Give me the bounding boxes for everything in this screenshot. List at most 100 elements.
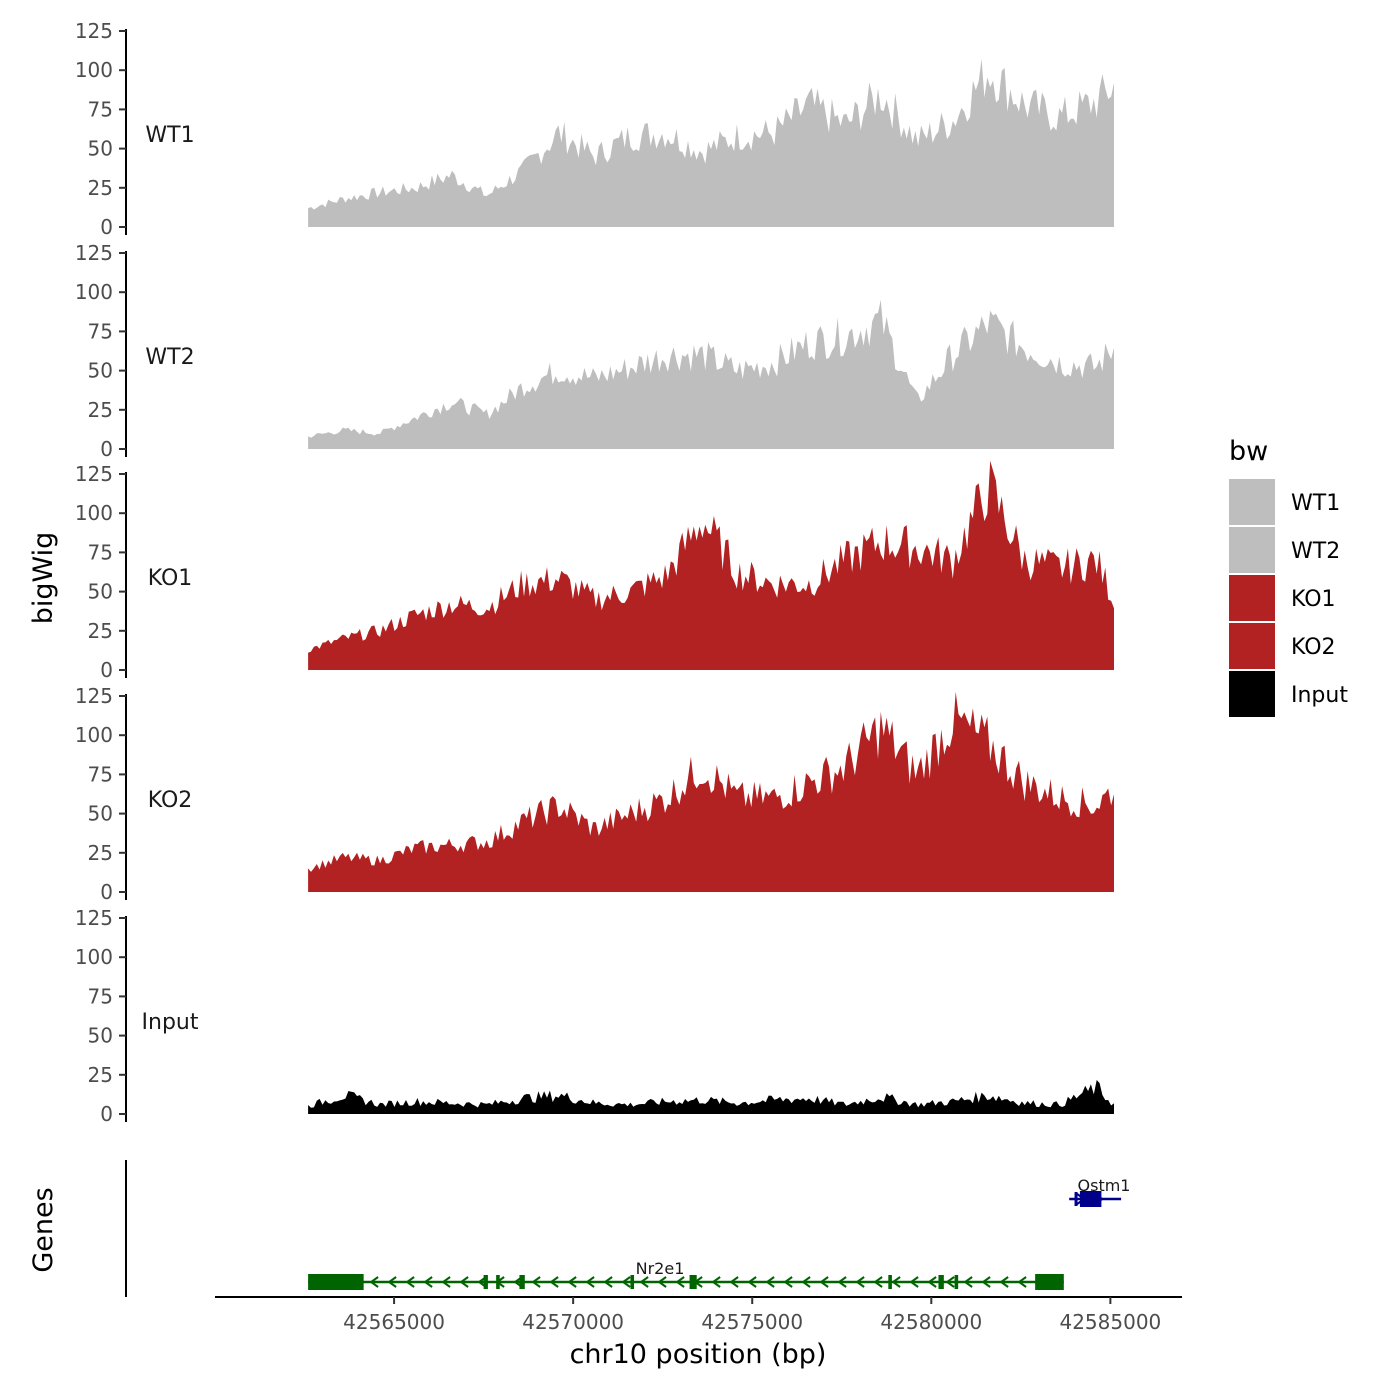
track-label-ko2: KO2 [148, 788, 193, 813]
y-tick-label: 125 [75, 684, 113, 708]
gene-exon [938, 1275, 944, 1289]
gene-exon [496, 1275, 500, 1289]
strand-arrow [927, 1276, 937, 1288]
legend-label: KO2 [1291, 635, 1336, 660]
gene-ostm1: Ostm1 [1069, 1176, 1130, 1207]
x-tick-label: 42575000 [701, 1310, 803, 1334]
strand-arrow [729, 1276, 739, 1288]
strand-arrow [1017, 1276, 1027, 1288]
track-label-wt2: WT2 [145, 345, 194, 370]
y-tick-label: 25 [88, 841, 113, 865]
gene-exon [954, 1275, 959, 1289]
strand-arrow [549, 1276, 559, 1288]
y-tick-label: 25 [88, 398, 113, 422]
strand-arrow [837, 1276, 847, 1288]
genes-panel-title: Genes [28, 1187, 59, 1272]
strand-arrow [531, 1276, 541, 1288]
y-tick-label: 0 [100, 437, 113, 461]
legend-title: bw [1229, 436, 1268, 467]
legend-item-wt2: WT2 [1229, 527, 1340, 573]
y-tick-label: 100 [75, 945, 113, 969]
y-tick-label: 75 [88, 540, 113, 564]
strand-arrow [981, 1276, 991, 1288]
strand-arrow [387, 1276, 397, 1288]
y-tick-label: 75 [88, 97, 113, 121]
y-tick-label: 0 [100, 880, 113, 904]
strand-arrow [423, 1276, 433, 1288]
y-tick-label: 100 [75, 501, 113, 525]
gene-exon [630, 1275, 635, 1289]
y-tick-label: 50 [88, 1024, 113, 1048]
legend-item-ko1: KO1 [1229, 575, 1336, 621]
track-label-input: Input [142, 1010, 199, 1035]
legend-label: Input [1291, 683, 1348, 708]
x-tick-label: 42565000 [343, 1310, 445, 1334]
strand-arrow [801, 1276, 811, 1288]
strand-arrow [459, 1276, 469, 1288]
legend-swatch [1229, 527, 1275, 573]
y-tick-label: 50 [88, 580, 113, 604]
y-tick-label: 125 [75, 241, 113, 265]
y-tick-label: 0 [100, 658, 113, 682]
strand-arrow [909, 1276, 919, 1288]
x-axis-title: chr10 position (bp) [570, 1339, 827, 1370]
y-tick-label: 75 [88, 984, 113, 1008]
y-tick-label: 125 [75, 19, 113, 43]
genes-panel: Nr2e1 Ostm1 [125, 1160, 1130, 1297]
legend-item-wt1: WT1 [1229, 479, 1340, 525]
legend-swatch [1229, 575, 1275, 621]
y-tick-label: 50 [88, 137, 113, 161]
gene-exon [1079, 1191, 1102, 1207]
track-wt1: 0 25 50 75 100 125 WT1 [75, 19, 1115, 239]
y-tick-label: 25 [88, 1063, 113, 1087]
gene-exon [1035, 1274, 1064, 1290]
track-label-ko1: KO1 [148, 566, 193, 591]
strand-arrow [747, 1276, 757, 1288]
legend-label: KO1 [1291, 587, 1336, 612]
strand-arrow [945, 1276, 955, 1288]
strand-arrow [585, 1276, 595, 1288]
gene-exon [519, 1275, 525, 1289]
x-axis: 42565000 42570000 42575000 42580000 42585000 [215, 1296, 1182, 1334]
strand-arrow [405, 1276, 415, 1288]
legend: bw WT1 WT2 KO1 KO2 Input [1229, 436, 1348, 717]
track-wt2: 0 25 50 75 100 125 WT2 [75, 241, 1115, 461]
strand-arrow [639, 1276, 649, 1288]
y-tick-label: 25 [88, 176, 113, 200]
strand-arrow [873, 1276, 883, 1288]
legend-swatch [1229, 671, 1275, 717]
strand-arrow [711, 1276, 721, 1288]
signal-area-ko1 [308, 460, 1115, 670]
y-tick-label: 25 [88, 619, 113, 643]
y-tick-label: 100 [75, 723, 113, 747]
x-tick-label: 42580000 [880, 1310, 982, 1334]
strand-arrow [441, 1276, 451, 1288]
gene-label-nr2e1: Nr2e1 [636, 1259, 685, 1278]
signal-area-wt2 [308, 299, 1115, 449]
gene-label-ostm1: Ostm1 [1078, 1176, 1131, 1195]
strand-arrow [657, 1276, 667, 1288]
signal-area-ko2 [308, 691, 1115, 892]
y-tick-label: 0 [100, 215, 113, 239]
gene-exon [1074, 1192, 1078, 1206]
y-tick-label: 50 [88, 802, 113, 826]
track-ko2: 0 25 50 75 100 125 KO2 [75, 684, 1115, 904]
y-tick-label: 75 [88, 762, 113, 786]
legend-swatch [1229, 479, 1275, 525]
y-tick-label: 100 [75, 280, 113, 304]
track-input: 0 25 50 75 100 125 Input [75, 906, 1115, 1126]
gene-exon [308, 1274, 364, 1290]
y-tick-label: 125 [75, 462, 113, 486]
strand-arrow [369, 1276, 379, 1288]
y-tick-label: 75 [88, 319, 113, 343]
strand-arrow [891, 1276, 901, 1288]
y-tick-label: 0 [100, 1102, 113, 1126]
signal-area-input [308, 1080, 1115, 1114]
strand-arrow [765, 1276, 775, 1288]
strand-arrow [999, 1276, 1009, 1288]
strand-arrow [855, 1276, 865, 1288]
strand-arrow [963, 1276, 973, 1288]
strand-arrow [783, 1276, 793, 1288]
gene-nr2e1: Nr2e1 [308, 1259, 1064, 1290]
